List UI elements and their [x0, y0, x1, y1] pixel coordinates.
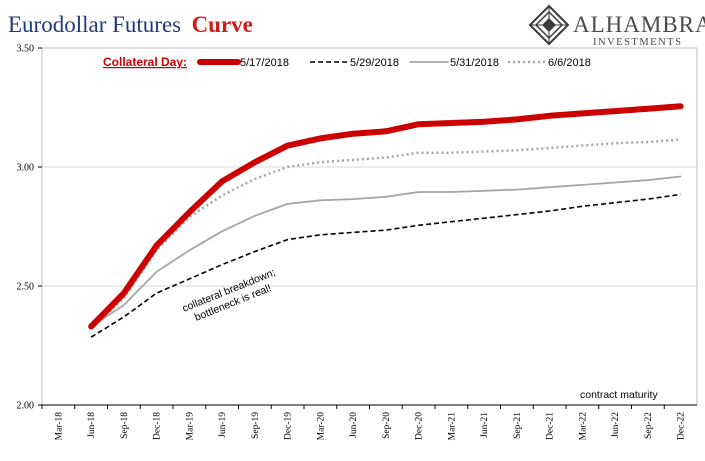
x-tick-label: Jun-19 [218, 412, 228, 438]
x-tick-label: Dec-20 [415, 412, 425, 440]
y-tick-label: 3.50 [17, 44, 35, 55]
legend-label: 5/31/2018 [450, 57, 499, 69]
series-line-5-31-2018 [90, 175, 682, 328]
x-tick-label: Dec-21 [546, 412, 556, 440]
chart-title-accent: Curve [192, 12, 253, 37]
annotation: collateral breakdown; bottleneck is real… [181, 265, 285, 326]
logo-name: ALHAMBRA [573, 12, 705, 37]
x-tick-label: Dec-18 [153, 412, 163, 440]
x-tick-label: Mar-22 [578, 412, 588, 441]
x-tick-label: Mar-20 [316, 412, 326, 441]
x-tick-label: Sep-21 [513, 412, 523, 439]
x-tick-label: Dec-19 [284, 412, 294, 440]
legend-label: 5/29/2018 [350, 57, 399, 69]
x-tick-label: Sep-19 [251, 412, 261, 439]
x-axis: Mar-18 Jun-18 Sep-18 Dec-18 Mar-19 Jun-19 Sep-… [41, 404, 697, 441]
logo-subtitle: INVESTMENTS [593, 37, 682, 48]
y-tick-label: 2.50 [17, 282, 35, 293]
x-tick-label: Sep-22 [644, 412, 654, 439]
x-tick-label: Jun-22 [611, 412, 621, 438]
chart-title-main: Eurodollar Futures [8, 12, 181, 37]
legend: Collateral Day: 5/17/2018 5/29/2018 5/31/2… [103, 55, 591, 69]
x-tick-label: Sep-20 [382, 412, 392, 439]
series-line-5-29-2018 [90, 193, 681, 338]
series-layer [88, 103, 684, 338]
x-tick-label: Mar-18 [54, 412, 64, 441]
legend-label: 5/17/2018 [240, 57, 289, 69]
series-line-5-17-2018 [88, 103, 684, 330]
diamond-logo-icon [528, 4, 570, 46]
legend-title: Collateral Day: [103, 55, 187, 69]
legend-label: 6/6/2018 [548, 57, 591, 69]
x-tick-label: Mar-21 [447, 412, 457, 441]
x-tick-label: Dec-22 [677, 412, 687, 440]
y-axis: 2.00 2.50 3.00 3.50 [17, 44, 697, 412]
y-tick-label: 2.00 [17, 401, 35, 412]
x-tick-label: Mar-19 [185, 412, 195, 441]
x-tick-label: Jun-18 [87, 412, 97, 438]
alhambra-logo: ALHAMBRA INVESTMENTS [528, 4, 705, 48]
x-tick-label: Jun-21 [480, 412, 490, 438]
axis-note: contract maturity [580, 389, 658, 401]
chart-title: Eurodollar Futures Curve [8, 12, 253, 37]
x-tick-label: Jun-20 [349, 412, 359, 438]
x-tick-label: Sep-18 [120, 412, 130, 439]
series-line-6-6-2018 [90, 138, 681, 330]
plot-area [41, 47, 698, 406]
y-tick-label: 3.00 [17, 163, 35, 174]
